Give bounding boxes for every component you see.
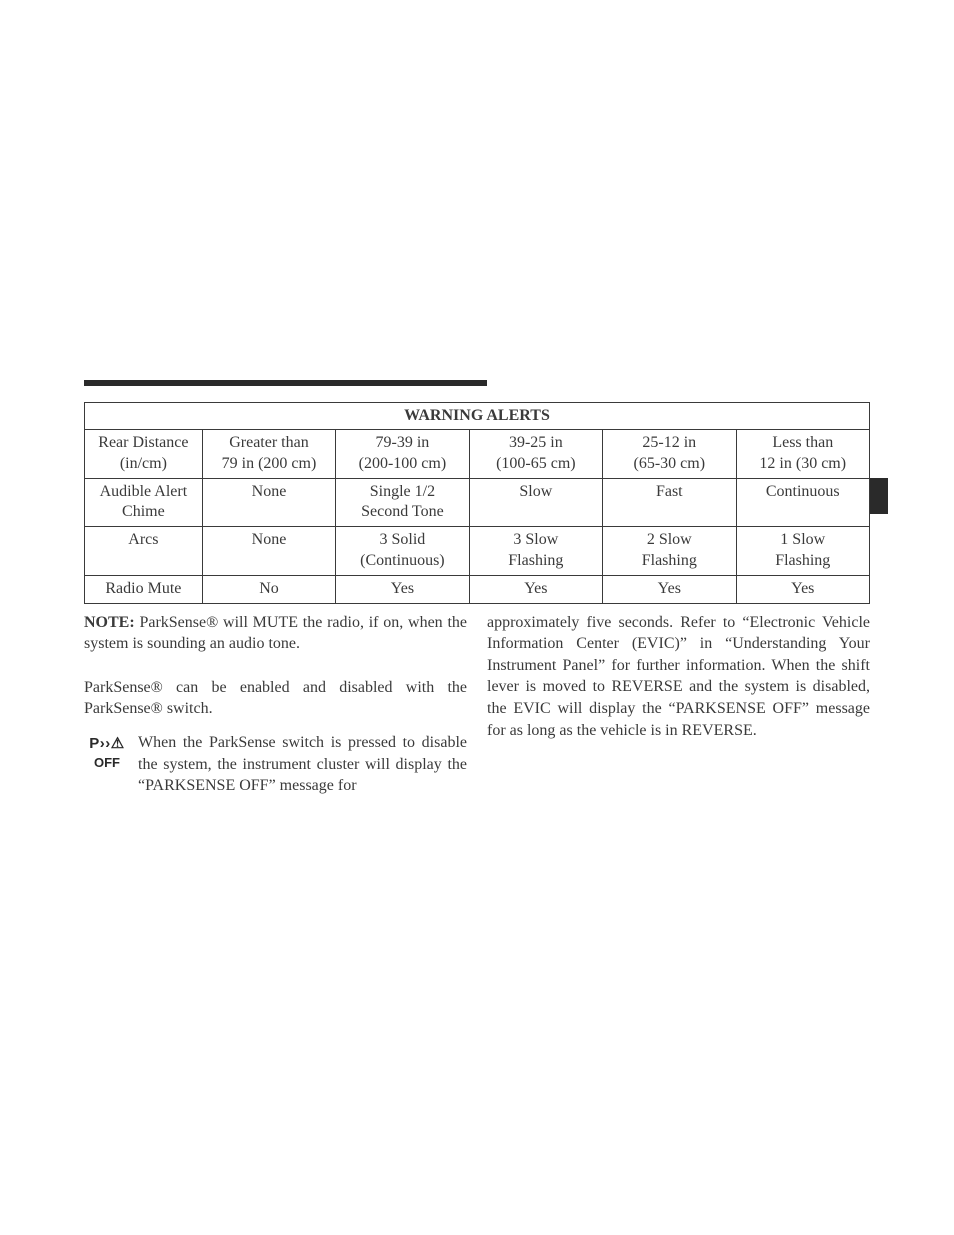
cell-text: 1 Slow (780, 531, 825, 548)
cell-text: Yes (658, 580, 681, 597)
cell-text: Fast (656, 483, 683, 500)
cell-text: (65-30 cm) (634, 455, 706, 472)
cell-text: Continuous (766, 483, 840, 500)
cell-text: Less than (772, 434, 833, 451)
cell-text: Flashing (508, 552, 563, 569)
cell-text: 79-39 in (376, 434, 430, 451)
cell-text: 79 in (200 cm) (222, 455, 317, 472)
cell-text: 3 Solid (380, 531, 426, 548)
left-column: NOTE: ParkSense® will MUTE the radio, if… (84, 612, 467, 797)
cell-text: None (252, 483, 287, 500)
cell-text: Flashing (642, 552, 697, 569)
table-title: WARNING ALERTS (85, 403, 870, 430)
cell-text: (Continuous) (360, 552, 444, 569)
cell-text: (200-100 cm) (359, 455, 447, 472)
cell-text: (in/cm) (120, 455, 167, 472)
icon-top-text: P››⚠ (84, 734, 130, 754)
parksense-off-icon: P››⚠ OFF (84, 734, 130, 772)
cell-text: 25-12 in (642, 434, 696, 451)
left-paragraph: ParkSense® can be enabled and disabled w… (84, 677, 467, 720)
cell-text: Yes (791, 580, 814, 597)
cell-text: Yes (391, 580, 414, 597)
right-column: approximately five seconds. Refer to “El… (487, 612, 870, 797)
table-row: Arcs None 3 Solid (Continuous) 3 Slow Flas… (85, 527, 870, 576)
note-paragraph: NOTE: ParkSense® will MUTE the radio, if… (84, 612, 467, 655)
icon-paragraph: When the ParkSense switch is pressed to … (138, 732, 467, 797)
cell-text: No (259, 580, 279, 597)
table-row: Audible Alert Chime None Single 1/2 Second… (85, 478, 870, 527)
section-tab (870, 478, 888, 514)
warning-alerts-table: WARNING ALERTS Rear Distance (in/cm) Grea… (84, 402, 870, 604)
cell-text: Second Tone (361, 503, 444, 520)
header-rule (84, 380, 487, 386)
right-paragraph: approximately five seconds. Refer to “El… (487, 612, 870, 742)
note-label: NOTE: (84, 614, 135, 631)
cell-text: 2 Slow (647, 531, 692, 548)
cell-text: Single 1/2 (370, 483, 435, 500)
cell-text: Audible Alert (100, 483, 188, 500)
table-row: Rear Distance (in/cm) Greater than 79 in (… (85, 430, 870, 479)
cell-text: Chime (122, 503, 165, 520)
cell-text: 3 Slow (513, 531, 558, 548)
note-text: ParkSense® will MUTE the radio, if on, w… (84, 614, 467, 653)
cell-text: Greater than (229, 434, 309, 451)
cell-text: Radio Mute (105, 580, 181, 597)
table-row: Radio Mute No Yes Yes Yes Yes (85, 575, 870, 603)
cell-text: Yes (524, 580, 547, 597)
cell-text: (100-65 cm) (496, 455, 576, 472)
cell-text: 39-25 in (509, 434, 563, 451)
cell-text: Arcs (128, 531, 158, 548)
cell-text: Slow (519, 483, 552, 500)
cell-text: Flashing (775, 552, 830, 569)
cell-text: 12 in (30 cm) (759, 455, 846, 472)
cell-text: None (252, 531, 287, 548)
cell-text: Rear Distance (98, 434, 188, 451)
icon-off-text: OFF (84, 754, 130, 772)
